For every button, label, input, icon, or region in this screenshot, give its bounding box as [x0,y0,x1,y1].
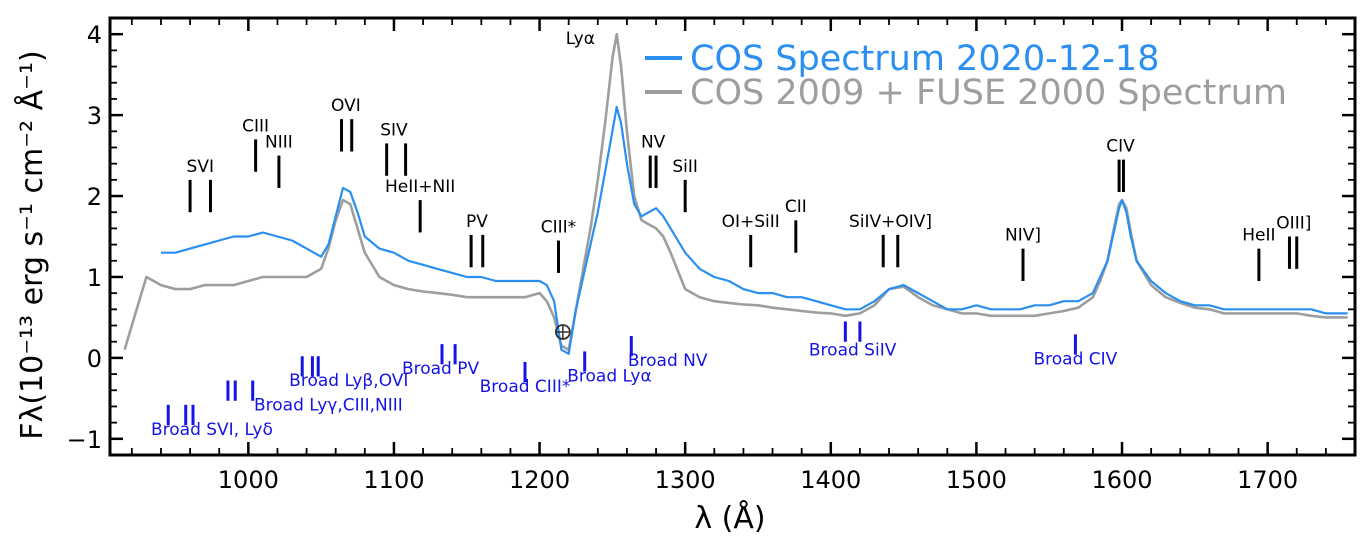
ident-label: SiIV+OIV] [849,212,932,232]
broad-label: Broad CIII* [480,377,571,397]
broad-label: Broad Lyα [567,366,651,386]
ident-label: OIII] [1276,213,1311,233]
ident-label: OVI [331,96,361,116]
broad-label: Broad PV [402,359,480,379]
series-line-cos2020 [161,105,1348,355]
y-tick-label: 3 [87,102,102,130]
y-tick-label: 2 [87,183,102,211]
ident-label: NIII [265,132,293,152]
ident-label: HeII+NII [385,177,455,197]
x-tick-label: 1600 [1091,466,1152,494]
axes-frame [108,16,1357,457]
broad-label: Broad Lyγ,CIII,NIII [254,395,403,415]
y-tick-label: 0 [87,345,102,373]
x-tick-label: 1700 [1237,466,1298,494]
ident-label: SiII [672,157,698,177]
ident-label: HeII [1242,226,1275,246]
x-tick-label: 1100 [363,466,424,494]
broad-label: Broad CIV [1034,349,1118,369]
plot-background [110,18,1355,455]
y-tick-label: −1 [67,426,102,454]
broad-label: Broad Lyβ,OVI [289,371,408,391]
ident-label: SIV [380,120,408,140]
ident-label: CII [785,197,807,217]
broad-label: Broad SVI, Lyδ [151,420,273,440]
plot-area [110,18,1355,455]
series-layer [123,32,1348,355]
axes: 1000 1100 1200 1300 1400 1500 1600 1700 −1 0 1 2 3 4 [67,16,1357,494]
ident-label: PV [466,212,488,232]
x-tick-label: 1000 [218,466,279,494]
broad-label: Broad SiIV [809,340,897,360]
broad-label: Broad NV [628,351,708,371]
ident-label: Lyα [566,29,595,49]
legend-label-archival: COS 2009 + FUSE 2000 Spectrum [690,73,1287,113]
y-tick-label: 1 [87,264,102,292]
ident-label: CIV [1106,137,1135,157]
broad-absorption-identifications: Broad SVI, Lyδ Broad Lyγ,CIII,NIII Broad L… [151,321,1118,440]
x-tick-label: 1300 [655,466,716,494]
legend-label-cos2020: COS Spectrum 2020-12-18 [690,39,1159,79]
y-tick-label: 4 [87,21,102,49]
x-tick-label: 1200 [509,466,570,494]
x-axis-title: λ (Å) [694,500,765,536]
ident-label: SVI [187,157,214,177]
ident-label: NV [641,132,666,152]
y-axis-title: Fλ(10⁻¹³ erg s⁻¹ cm⁻² Å⁻¹) [14,50,50,439]
ident-label: OI+SiII [722,212,780,232]
x-tick-label: 1500 [946,466,1007,494]
ident-label: CIII [242,116,269,136]
ident-label: NIV] [1005,226,1041,246]
x-tick-label: 1400 [800,466,861,494]
ident-label: CIII* [541,217,576,237]
